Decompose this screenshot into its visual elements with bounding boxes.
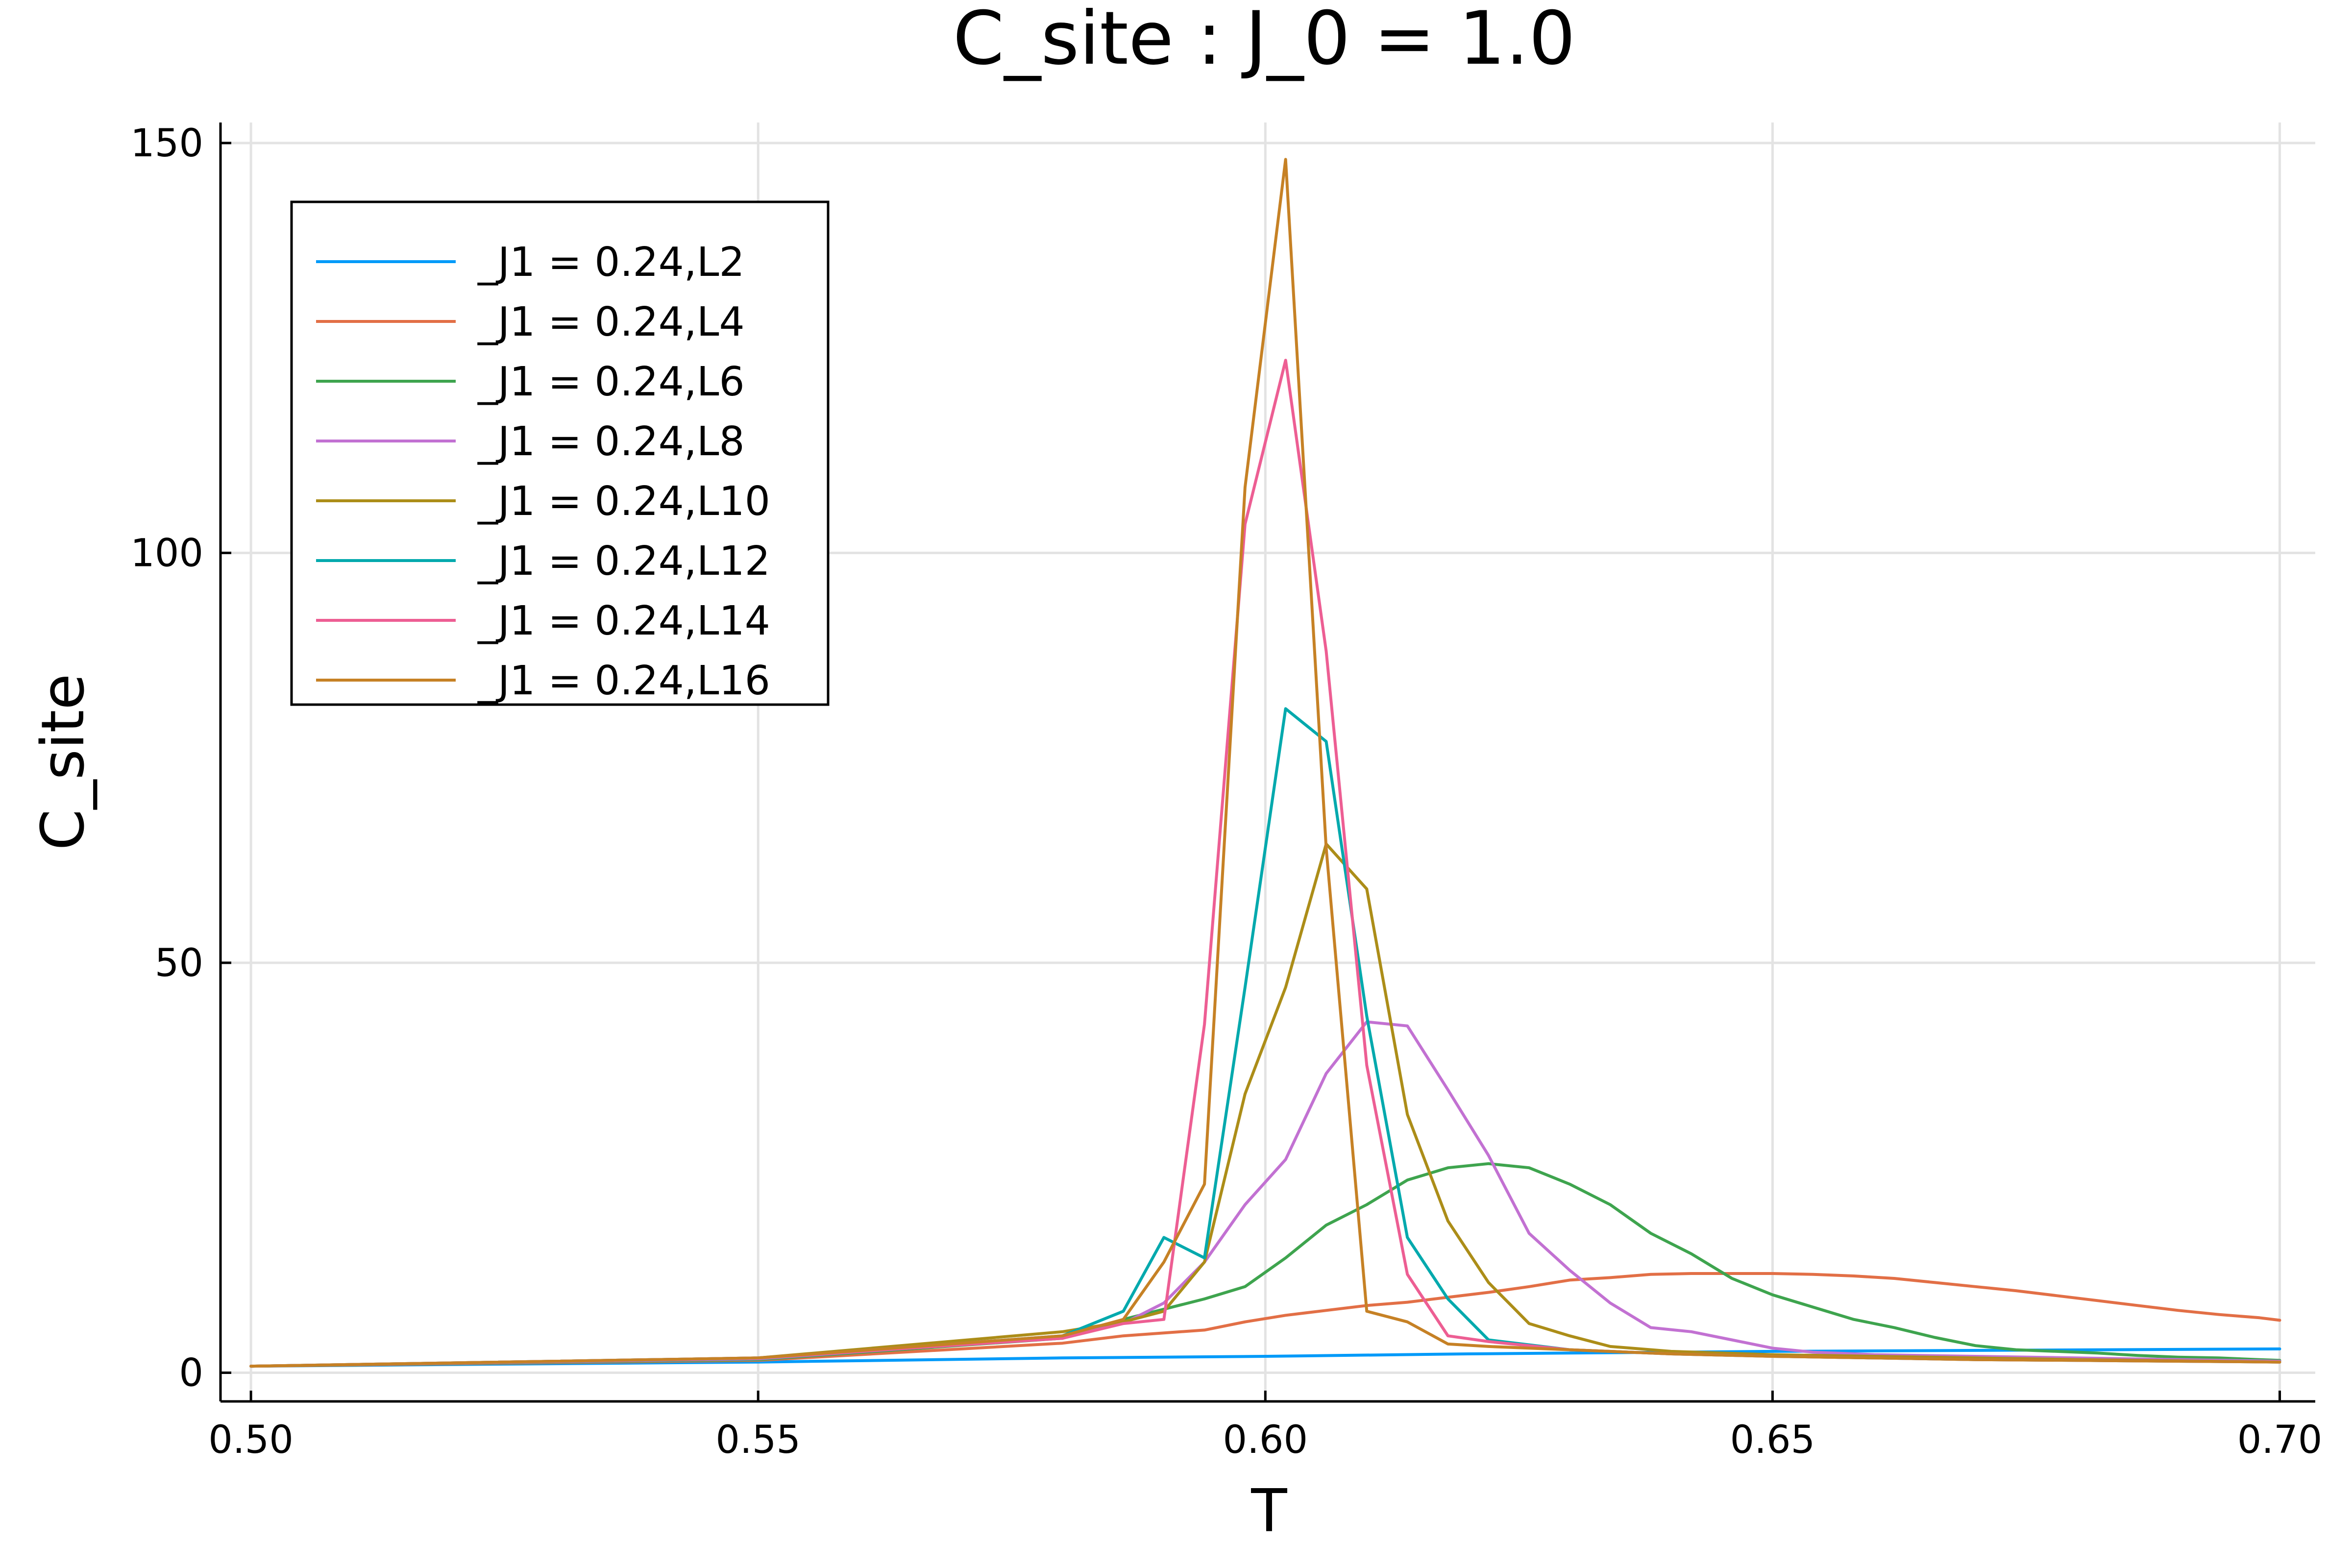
series-line-3 [249, 1162, 2281, 1368]
legend: _J1 = 0.24,L2 _J1 = 0.24,L4 _J1 = 0.24,L6 _… [290, 200, 830, 706]
series-line-8 [249, 158, 2281, 1368]
tick-labels: 0.50 0.55 0.60 0.65 0.70 0 50 100 150 [130, 122, 2322, 1462]
x-tick-label: 0.55 [715, 1418, 801, 1462]
legend-label: _J1 = 0.24,L14 [477, 598, 770, 644]
chart-title: C_site : J_0 = 1.0 [953, 0, 1576, 81]
y-axis-title: C_site [29, 674, 98, 851]
legend-label: _J1 = 0.24,L12 [477, 538, 770, 585]
y-tick-label: 0 [179, 1351, 203, 1395]
y-tick-label: 50 [155, 941, 203, 985]
series-line-4 [249, 1020, 2281, 1368]
series-lines [249, 158, 2281, 1368]
axes [219, 122, 2315, 1403]
series-line-2 [249, 1272, 2281, 1368]
legend-label: _J1 = 0.24,L6 [477, 359, 745, 405]
legend-label: _J1 = 0.24,L16 [477, 658, 770, 704]
legend-label: _J1 = 0.24,L2 [477, 239, 745, 286]
x-tick-label: 0.65 [1730, 1418, 1815, 1462]
series-line-1 [249, 1347, 2281, 1368]
y-tick-label: 100 [130, 531, 203, 575]
x-tick-label: 0.70 [2237, 1418, 2323, 1462]
legend-label: _J1 = 0.24,L8 [477, 418, 745, 465]
x-tick-label: 0.50 [208, 1418, 294, 1462]
legend-label: _J1 = 0.24,L4 [477, 299, 745, 345]
series-line-5 [249, 842, 2281, 1368]
y-tick-label: 150 [130, 122, 203, 166]
x-tick-label: 0.60 [1223, 1418, 1308, 1462]
legend-label: _J1 = 0.24,L10 [477, 478, 770, 525]
x-axis-title: T [1250, 1477, 1287, 1545]
